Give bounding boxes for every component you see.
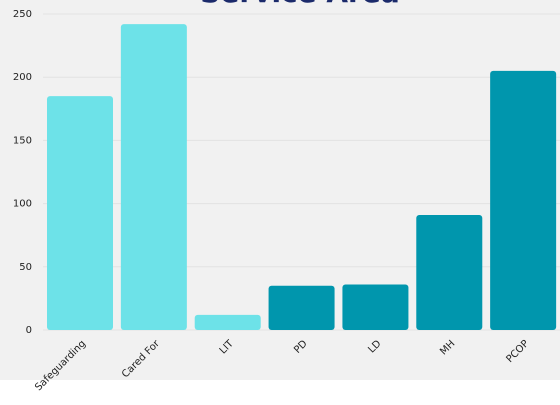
chart-title: Service Area xyxy=(200,0,400,9)
y-tick-label: 100 xyxy=(13,199,32,210)
bar xyxy=(490,70,557,330)
y-tick-label: 150 xyxy=(13,135,32,146)
bar xyxy=(268,285,335,330)
y-tick-label: 200 xyxy=(13,72,32,83)
bar xyxy=(47,96,113,330)
bar xyxy=(194,314,261,330)
bar xyxy=(120,24,187,330)
y-tick-label: 0 xyxy=(26,325,32,336)
bar xyxy=(342,284,409,330)
y-tick-label: 50 xyxy=(19,262,32,273)
y-tick-label: 250 xyxy=(13,9,32,20)
bar xyxy=(416,214,483,330)
